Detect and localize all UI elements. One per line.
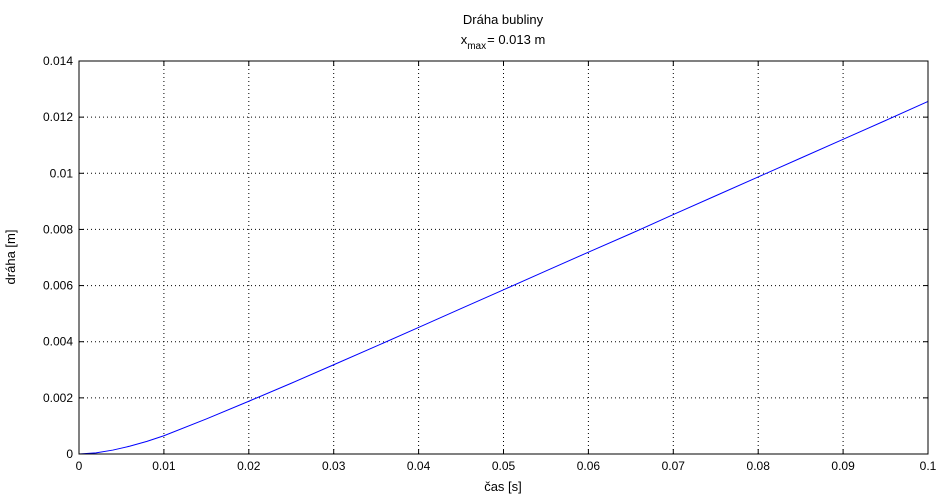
y-tick-label: 0.008 bbox=[43, 222, 73, 236]
y-tick-label: 0.01 bbox=[50, 166, 74, 180]
subtitle-var: x bbox=[461, 32, 468, 47]
chart-subtitle: xmax= 0.013 m bbox=[461, 32, 546, 52]
ticks: 0 0.01 0.02 0.03 0.04 0.05 0.06 0.07 0.08 0.09 0.1… bbox=[43, 54, 937, 473]
y-tick-label: 0.004 bbox=[43, 335, 73, 349]
subtitle-subscript: max bbox=[467, 41, 486, 52]
chart-title: Dráha bubliny bbox=[463, 12, 544, 27]
subtitle-value: = 0.013 m bbox=[487, 32, 545, 47]
x-tick-label: 0.08 bbox=[747, 459, 771, 473]
y-axis-label: dráha [m] bbox=[3, 230, 18, 285]
y-tick-label: 0.002 bbox=[43, 391, 73, 405]
series-line bbox=[78, 100, 929, 455]
x-tick-label: 0.07 bbox=[662, 459, 686, 473]
grid bbox=[79, 61, 928, 454]
y-tick-label: 0.006 bbox=[43, 279, 73, 293]
x-tick-label: 0.02 bbox=[237, 459, 261, 473]
x-tick-label: 0.01 bbox=[152, 459, 176, 473]
x-tick-label: 0.1 bbox=[920, 459, 937, 473]
x-tick-label: 0.03 bbox=[322, 459, 346, 473]
x-tick-label: 0.06 bbox=[577, 459, 601, 473]
series-layer bbox=[78, 100, 929, 455]
x-tick-label: 0.09 bbox=[831, 459, 855, 473]
x-axis-label: čas [s] bbox=[484, 479, 522, 494]
y-tick-label: 0 bbox=[66, 447, 73, 461]
x-tick-label: 0.05 bbox=[492, 459, 516, 473]
y-tick-label: 0.014 bbox=[43, 54, 73, 68]
x-tick-label: 0.04 bbox=[407, 459, 431, 473]
y-tick-label: 0.012 bbox=[43, 110, 73, 124]
x-tick-label: 0 bbox=[76, 459, 83, 473]
